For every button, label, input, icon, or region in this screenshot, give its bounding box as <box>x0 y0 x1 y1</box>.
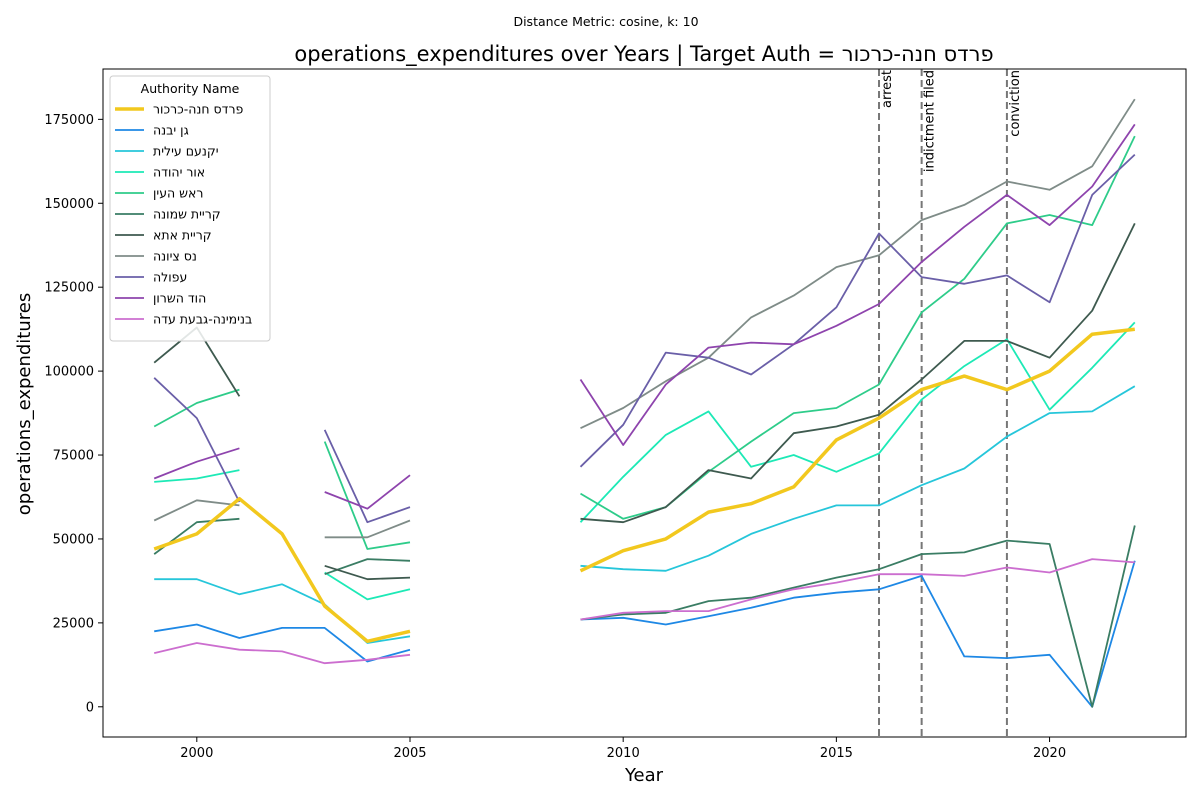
legend-box <box>109 75 271 342</box>
legend-label: גן יבנה <box>153 123 189 138</box>
series-line <box>153 223 1136 581</box>
series-line <box>153 153 1136 524</box>
series-segment <box>153 499 240 522</box>
y-tick-label: 50000 <box>53 532 94 547</box>
y-tick-label: 175000 <box>44 113 94 128</box>
legend-label: יקנעם עילית <box>153 144 219 159</box>
x-tick-label: 2010 <box>607 746 640 761</box>
legend-label: עפולה <box>153 270 187 285</box>
legend-label: קריית שמונה <box>153 207 221 222</box>
series-segment <box>324 571 411 601</box>
series-segment <box>153 517 240 555</box>
series-segment <box>154 578 411 644</box>
series-segment <box>153 388 240 428</box>
y-tick-label: 0 <box>86 700 94 715</box>
legend: Authority Name פרדס חנה-כרכור גן יבנה יקנעם… <box>109 75 271 342</box>
series-segment <box>154 623 411 663</box>
event-label: arrest <box>880 70 895 108</box>
legend-label: בנימינה-גבעת עדה <box>153 312 252 327</box>
x-tick-label: 2000 <box>180 746 213 761</box>
series-segment <box>153 496 411 644</box>
series-segment <box>323 429 411 524</box>
series-line <box>153 558 1135 665</box>
series-segment <box>153 377 241 503</box>
x-tick-label: 2015 <box>820 746 853 761</box>
series-line <box>154 560 1136 708</box>
series-segment <box>580 385 1136 572</box>
series-line <box>153 327 1136 644</box>
series-segment <box>580 135 1136 520</box>
y-tick-label: 100000 <box>44 365 94 380</box>
y-tick-label: 125000 <box>44 281 94 296</box>
series-segment <box>153 642 411 665</box>
series-segment <box>323 441 411 550</box>
event-label: conviction <box>1008 70 1023 137</box>
series-line <box>153 123 1136 510</box>
y-tick-label: 25000 <box>53 616 94 631</box>
legend-label: הוד השרון <box>153 291 206 306</box>
series-line <box>154 321 1136 601</box>
series-segment <box>579 153 1136 468</box>
series-segment <box>324 474 411 510</box>
series-segment <box>580 98 1136 430</box>
series-segment <box>580 558 1135 621</box>
legend-label: ראש העין <box>153 186 203 201</box>
chart-title: operations_expenditures over Years | Tar… <box>294 42 993 67</box>
series-line <box>153 135 1136 550</box>
series-segment <box>579 123 1136 446</box>
series-segment <box>580 560 1136 708</box>
series-line <box>153 98 1136 539</box>
legend-label: קריית אתא <box>153 228 212 243</box>
series-segment <box>579 327 1136 573</box>
series-segment <box>579 321 1136 523</box>
series-segment <box>324 558 411 576</box>
y-axis-title: operations_expenditures <box>14 293 35 515</box>
event-label: indictment filed <box>923 70 938 172</box>
series-segment <box>580 525 1136 708</box>
series-segment <box>324 564 411 581</box>
legend-label: אור יהודה <box>153 165 205 180</box>
x-axis-title: Year <box>624 765 664 786</box>
plot-area: 2000 2005 2010 2015 2020 0 25000 50000 75000 1000… <box>44 68 1187 761</box>
series-segment <box>580 223 1136 524</box>
series-segment <box>153 447 240 480</box>
x-tick-label: 2020 <box>1033 746 1066 761</box>
legend-label: נס ציונה <box>153 249 197 264</box>
legend-title: Authority Name <box>141 81 240 96</box>
chart-subtitle: Distance Metric: cosine, k: 10 <box>513 14 698 29</box>
y-tick-label: 75000 <box>53 449 94 464</box>
legend-label: פרדס חנה-כרכור <box>153 102 244 117</box>
y-tick-label: 150000 <box>44 197 94 212</box>
axes-frame <box>102 68 1187 738</box>
series-segment <box>324 519 411 539</box>
x-tick-label: 2005 <box>393 746 426 761</box>
